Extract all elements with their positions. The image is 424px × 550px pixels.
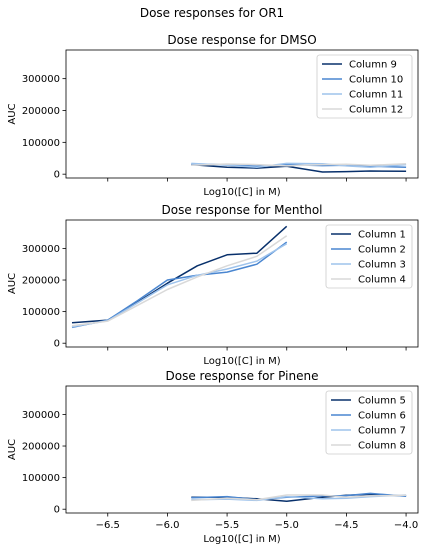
- y-tick-label: 300000: [22, 410, 60, 421]
- legend-label: Column 10: [349, 75, 403, 86]
- legend-label: Column 9: [349, 60, 397, 71]
- legend-label: Column 2: [358, 245, 406, 256]
- x-tick-label: −6.0: [155, 520, 179, 531]
- panel-0: Dose response for DMSO 0 100000 200000 30000…: [7, 33, 419, 198]
- y-tick-label: 200000: [22, 106, 60, 117]
- series-line-column-6: [191, 492, 407, 501]
- figure-title: Dose responses for OR1: [140, 6, 284, 20]
- legend-label: Column 7: [358, 426, 406, 437]
- x-axis-label: Log10([C] in M): [203, 356, 280, 367]
- y-tick-label: 100000: [22, 473, 60, 484]
- y-tick-label: 200000: [22, 442, 60, 453]
- axes-frame: [65, 219, 419, 348]
- legend-box: [325, 390, 413, 455]
- y-axis-label: AUC: [7, 439, 18, 460]
- legend-label: Column 1: [358, 230, 406, 241]
- series-line-column-12: [191, 162, 407, 167]
- x-tick-label: −6.5: [96, 520, 120, 531]
- series-line-column-11: [191, 162, 407, 168]
- legend-label: Column 6: [358, 411, 406, 422]
- x-tick-label: −4.0: [394, 520, 418, 531]
- panel-1: Dose response for Menthol 0 100000 200000 30…: [7, 203, 419, 367]
- axes-frame: [65, 385, 419, 514]
- x-tick-label: −5.0: [275, 520, 299, 531]
- y-tick-label: 100000: [22, 307, 60, 318]
- legend: Column 1 Column 2 Column 3 Column 4: [325, 224, 413, 289]
- legend-label: Column 8: [358, 441, 406, 452]
- y-tick-label: 0: [54, 339, 60, 350]
- panel-2: Dose response for Pinene 0 100000 200000 300…: [7, 369, 419, 545]
- series-line-column-4: [71, 235, 288, 327]
- legend-label: Column 3: [358, 260, 406, 271]
- x-axis-label: Log10([C] in M): [203, 187, 280, 198]
- axes-frame: [65, 49, 419, 179]
- panel-title: Dose response for Pinene: [166, 369, 319, 383]
- y-axis-label: AUC: [7, 273, 18, 294]
- legend: Column 9 Column 10 Column 11 Column 12: [316, 54, 413, 119]
- y-tick-label: 100000: [22, 138, 60, 149]
- series-line-column-1: [71, 225, 288, 324]
- legend-label: Column 4: [358, 275, 406, 286]
- series-line-column-2: [71, 241, 288, 329]
- y-tick-label: 300000: [22, 244, 60, 255]
- y-axis-label: AUC: [7, 103, 18, 124]
- y-tick-label: 200000: [22, 276, 60, 287]
- legend-box: [316, 54, 413, 119]
- x-tick-label: −5.5: [215, 520, 239, 531]
- panel-title: Dose response for DMSO: [167, 33, 316, 47]
- y-tick-label: 0: [54, 170, 60, 181]
- x-axis-label: Log10([C] in M): [203, 534, 280, 545]
- legend-box: [325, 224, 413, 289]
- series-line-column-8: [191, 494, 407, 502]
- legend: Column 5 Column 6 Column 7 Column 8: [325, 390, 413, 455]
- y-tick-label: 0: [54, 505, 60, 516]
- legend-label: Column 12: [349, 105, 403, 116]
- legend-label: Column 11: [349, 90, 403, 101]
- legend-label: Column 5: [358, 396, 406, 407]
- y-tick-label: 300000: [22, 74, 60, 85]
- x-tick-label: −4.5: [334, 520, 358, 531]
- panel-title: Dose response for Menthol: [162, 203, 323, 217]
- series-line-column-9: [191, 163, 407, 173]
